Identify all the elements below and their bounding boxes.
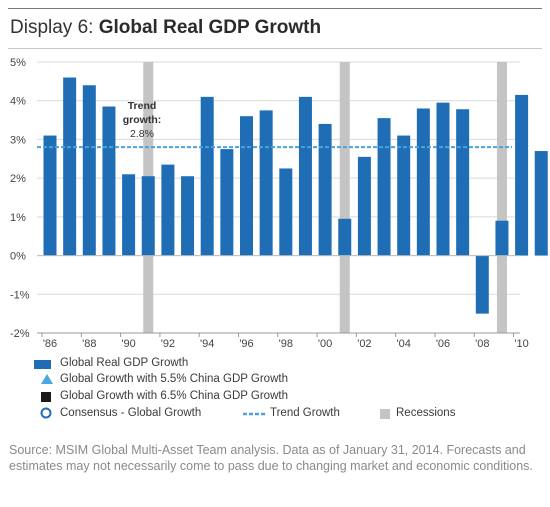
gdp-bar bbox=[318, 123, 332, 256]
page-title: Display 6: Global Real GDP Growth bbox=[10, 17, 321, 39]
y-tick-label: -1% bbox=[10, 289, 30, 301]
gdp-bar bbox=[102, 106, 116, 256]
legend-triangle-icon bbox=[41, 374, 53, 384]
gdp-bar bbox=[43, 135, 57, 256]
x-tick-label: '02 bbox=[357, 338, 371, 350]
legend-square-icon bbox=[41, 392, 51, 402]
x-tick-label: '88 bbox=[82, 338, 96, 350]
legend-recessions-label: Recessions bbox=[396, 407, 456, 419]
gdp-bar bbox=[298, 96, 312, 256]
legend-triangle-label: Global Growth with 5.5% China GDP Growth bbox=[60, 373, 288, 385]
gdp-bar bbox=[377, 118, 391, 256]
legend-trend-icon bbox=[243, 412, 267, 416]
trend-annotation: 2.8% bbox=[130, 128, 154, 140]
gdp-bar bbox=[534, 151, 548, 256]
x-tick-label: '94 bbox=[200, 338, 214, 350]
gdp-bar bbox=[200, 96, 214, 256]
trend-annotation: Trend bbox=[128, 100, 157, 112]
y-tick-label: -2% bbox=[10, 328, 30, 340]
trend-annotation: growth: bbox=[123, 114, 162, 126]
gdp-bar bbox=[161, 164, 175, 256]
legend-circle-label: Consensus - Global Growth bbox=[60, 407, 202, 419]
legend-recession-swatch bbox=[380, 409, 390, 419]
top-rule bbox=[8, 8, 542, 9]
x-tick-label: '98 bbox=[279, 338, 293, 350]
gdp-bar bbox=[436, 102, 450, 256]
y-tick-label: 4% bbox=[10, 96, 26, 108]
gdp-bar bbox=[456, 109, 470, 256]
gdp-bar bbox=[357, 156, 371, 256]
y-tick-label: 5% bbox=[10, 57, 26, 69]
x-tick-label: '08 bbox=[475, 338, 489, 350]
gdp-bar bbox=[475, 255, 489, 314]
legend-bar-swatch bbox=[34, 360, 51, 369]
gdp-chart: 5% 4% 3% 2% 1% 0% -1% -2% Trend growth: 2.8% '86 '88… bbox=[10, 57, 548, 350]
x-tick-label: '04 bbox=[397, 338, 411, 350]
y-tick-label: 2% bbox=[10, 173, 26, 185]
gdp-bar bbox=[279, 168, 293, 256]
x-tick-label: '10 bbox=[514, 338, 528, 350]
gdp-bar bbox=[515, 94, 529, 256]
gdp-bar bbox=[141, 176, 155, 256]
gdp-bar bbox=[495, 220, 509, 256]
source-note: Source: MSIM Global Multi-Asset Team ana… bbox=[9, 443, 533, 473]
gdp-bar bbox=[416, 108, 430, 256]
y-tick-label: 1% bbox=[10, 212, 26, 224]
title-main: Global Real GDP Growth bbox=[98, 17, 322, 38]
title-rule bbox=[8, 48, 542, 49]
recession-band bbox=[496, 62, 507, 333]
y-tick-label: 3% bbox=[10, 134, 26, 146]
x-tick-label: '90 bbox=[121, 338, 135, 350]
y-tick-label: 0% bbox=[10, 251, 26, 263]
title-prefix: Display 6: bbox=[10, 17, 94, 38]
x-tick-label: '92 bbox=[161, 338, 175, 350]
gdp-bar bbox=[82, 85, 96, 256]
gdp-bar bbox=[240, 116, 253, 256]
gdp-bar bbox=[122, 174, 136, 256]
gdp-bar bbox=[397, 135, 411, 256]
legend-circle-icon bbox=[40, 407, 52, 419]
recession-band bbox=[339, 62, 350, 333]
gdp-bar bbox=[63, 77, 77, 256]
x-tick-label: '06 bbox=[436, 338, 450, 350]
legend-trend-label: Trend Growth bbox=[270, 407, 340, 419]
x-tick-label: '96 bbox=[239, 338, 253, 350]
legend-bars-label: Global Real GDP Growth bbox=[60, 357, 189, 369]
x-tick-label: '00 bbox=[318, 338, 332, 350]
legend-square-label: Global Growth with 6.5% China GDP Growth bbox=[60, 390, 288, 402]
x-tick-label: '86 bbox=[43, 338, 57, 350]
gdp-bar bbox=[220, 149, 234, 256]
gdp-bar bbox=[181, 176, 195, 256]
gdp-bar bbox=[338, 218, 352, 256]
